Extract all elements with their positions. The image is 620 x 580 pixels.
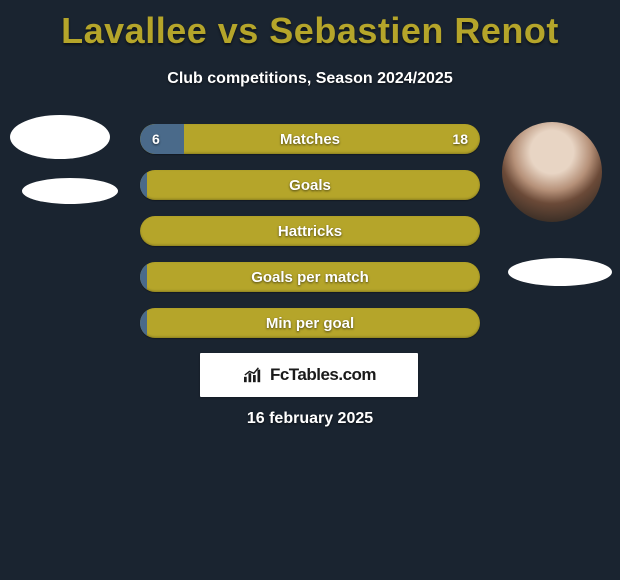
date-label: 16 february 2025 [0, 410, 620, 428]
chart-icon [242, 366, 264, 384]
stat-label: Goals per match [140, 262, 480, 292]
page-subtitle: Club competitions, Season 2024/2025 [0, 70, 620, 88]
stat-bar: 618Matches [140, 124, 480, 154]
stat-bar: Hattricks [140, 216, 480, 246]
stat-bars: 618Matches Goals Hattricks Goals per match M… [140, 124, 480, 354]
stat-label: Min per goal [140, 308, 480, 338]
brand-badge: FcTables.com [200, 353, 418, 397]
brand-text: FcTables.com [270, 365, 376, 385]
stat-bar: Min per goal [140, 308, 480, 338]
player-right-name-pill [508, 258, 612, 286]
stat-bar: Goals [140, 170, 480, 200]
player-right-avatar [502, 122, 602, 222]
stat-label: Goals [140, 170, 480, 200]
stat-bar: Goals per match [140, 262, 480, 292]
player-left-avatar [10, 115, 110, 159]
stat-label: Hattricks [140, 216, 480, 246]
stat-label: Matches [140, 124, 480, 154]
page-title: Lavallee vs Sebastien Renot [0, 0, 620, 52]
player-left-name-pill [22, 178, 118, 204]
